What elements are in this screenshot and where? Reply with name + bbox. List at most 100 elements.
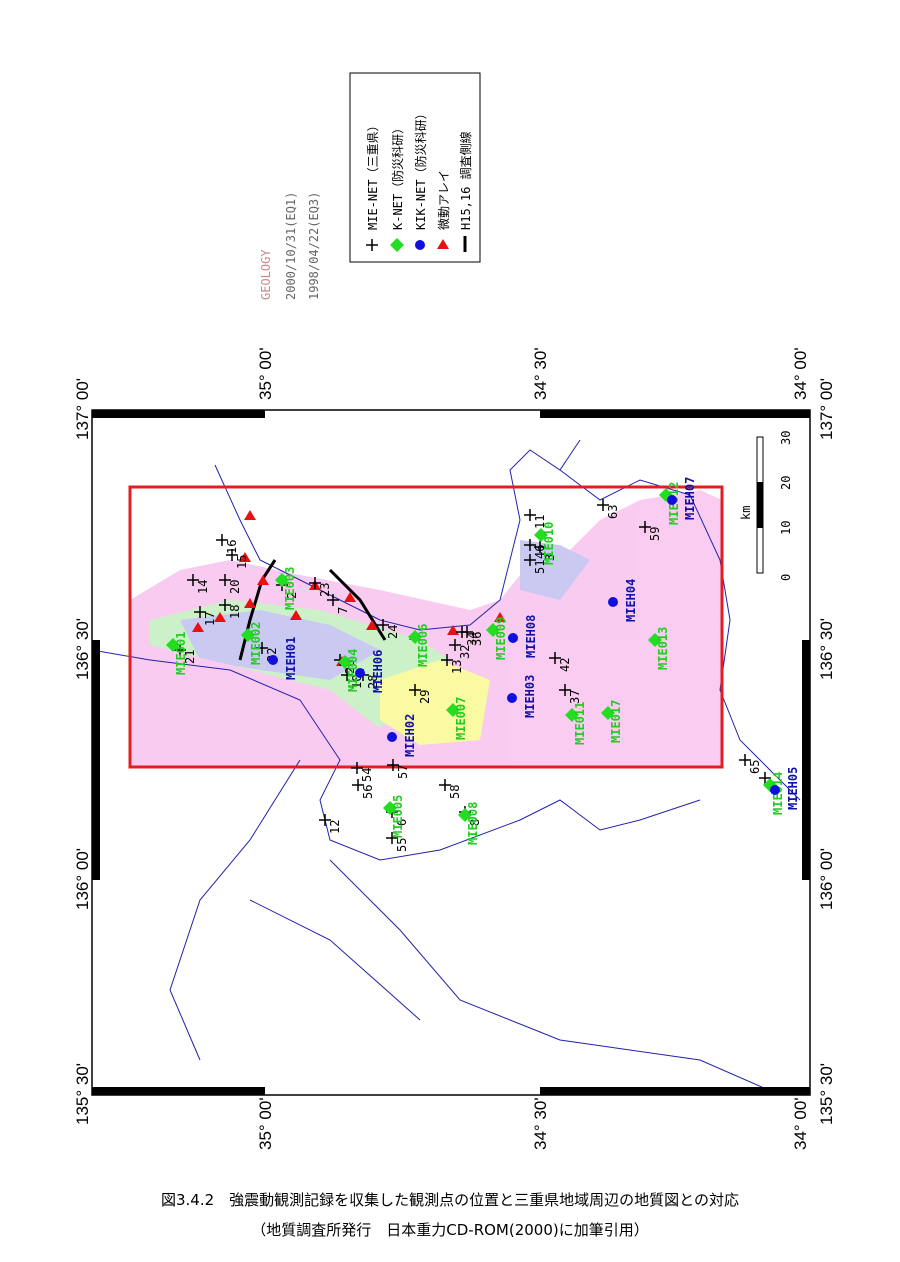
- station-label: MIE006: [416, 624, 430, 667]
- latitude-label: 34° 00': [791, 1097, 810, 1150]
- longitude-label: 136° 30': [817, 618, 836, 680]
- station-label: MIE003: [283, 567, 297, 610]
- station-label: 10: [350, 675, 364, 689]
- station-label: 13: [450, 660, 464, 674]
- station-label: 29: [418, 690, 432, 704]
- longitude-label: 135° 30': [73, 1063, 92, 1125]
- legend-label: MIE-NET（三重県）: [366, 119, 380, 230]
- station-label: 42: [558, 658, 572, 672]
- longitude-label: 136° 30': [73, 618, 92, 680]
- station-label: MIE001: [174, 632, 188, 675]
- station-label: 57: [396, 765, 410, 779]
- mie-net-station: [524, 539, 536, 551]
- kik-net-station: [508, 633, 518, 643]
- station-label: MIE011: [573, 702, 587, 745]
- station-label: 65: [748, 760, 762, 774]
- mie-net-station: [387, 759, 399, 771]
- station-label: MIEH07: [683, 477, 697, 520]
- caption: 図3.4.2 強震動観測記録を収集した観測点の位置と三重県地域周辺の地質図との対…: [161, 1191, 739, 1209]
- mie-net-station: [739, 754, 751, 766]
- k-net-station: [486, 623, 500, 637]
- mie-net-station: [327, 594, 339, 606]
- mie-net-station: [559, 684, 571, 696]
- legend: [349, 72, 481, 263]
- scale-tick: 0: [779, 574, 793, 581]
- scale-tick: 30: [779, 431, 793, 445]
- mie-net-station: [351, 762, 363, 774]
- station-label: 21: [183, 650, 197, 664]
- station-label: MIE013: [656, 627, 670, 670]
- station-label: MIEH08: [524, 615, 538, 658]
- mie-net-station: [549, 652, 561, 664]
- kik-net-station: [507, 693, 517, 703]
- station-label: MIEH01: [284, 637, 298, 680]
- k-net-station: [446, 703, 460, 717]
- mie-net-station: [226, 549, 238, 561]
- longitude-label: 136° 00': [73, 848, 92, 910]
- mie-net-station: [639, 521, 651, 533]
- station-label: MIE002: [249, 622, 263, 665]
- station-label: MIEH03: [523, 675, 537, 718]
- mie-net-station: [449, 639, 461, 651]
- station-label: 7: [336, 607, 350, 614]
- kik-net-station: [387, 732, 397, 742]
- mie-net-station: [461, 626, 473, 638]
- station-label: 11: [533, 515, 547, 529]
- longitude-label: 137° 00': [73, 378, 92, 440]
- geology: [130, 490, 722, 767]
- station-label: MIE017: [609, 700, 623, 743]
- kik-net-station: [355, 668, 365, 678]
- station-label: 54: [360, 768, 374, 782]
- k-net-station: [383, 801, 397, 815]
- station-label: MIE010: [542, 522, 556, 565]
- station-label: 32: [458, 645, 472, 659]
- k-net-station: [648, 633, 662, 647]
- mie-net-station: [524, 509, 536, 521]
- mie-net-station: [194, 606, 206, 618]
- mie-net-station: [319, 814, 331, 826]
- station-label: 59: [648, 527, 662, 541]
- latitude-label: 35° 00': [256, 1097, 275, 1150]
- station-label: 6: [395, 819, 409, 826]
- mie-net-station: [256, 642, 268, 654]
- mie-net-station: [352, 779, 364, 791]
- coastlines: [91, 439, 801, 1096]
- scale-tick: 10: [779, 521, 793, 535]
- station-label: MIE004: [346, 649, 360, 692]
- k-net-station: [241, 628, 255, 642]
- mie-net-station: [534, 541, 546, 553]
- kik-net-station: [667, 495, 677, 505]
- station-label: 16: [225, 540, 239, 554]
- station-label: 63: [606, 505, 620, 519]
- station-label: 18: [228, 605, 242, 619]
- station-label: 56: [361, 785, 375, 799]
- latitude-label: 35° 00': [256, 347, 275, 400]
- station-label: 36: [470, 632, 484, 646]
- station-label: 12: [328, 820, 342, 834]
- legend-label: 微動アレイ: [437, 170, 451, 230]
- mie-net-station: [439, 779, 451, 791]
- kik-net-station: [770, 785, 780, 795]
- mie-net-station: [386, 832, 398, 844]
- station-label: 23: [318, 583, 332, 597]
- labels: GEOLOGY 2000/10/31(EQ1) 1998/04/22(EQ3) MIE…: [73, 107, 836, 1239]
- mie-net-station: [187, 574, 199, 586]
- map-frame: [91, 409, 811, 1096]
- station-label: 14: [196, 580, 210, 594]
- mie-net-station: [597, 499, 609, 511]
- k-net-station: [338, 655, 352, 669]
- mie-net-station: [174, 644, 186, 656]
- latitude-label: 34° 30': [531, 1097, 550, 1150]
- legend-label: KIK-NET（防災科研）: [413, 107, 428, 230]
- station-label: 15: [235, 555, 249, 569]
- mie-net-station: [759, 772, 771, 784]
- station-label: MIEH04: [624, 579, 638, 622]
- k-net-station: [458, 808, 472, 822]
- station-label: 58: [448, 785, 462, 799]
- k-net-station: [166, 638, 180, 652]
- legend-label: K-NET（防災科研）: [390, 122, 405, 230]
- mie-net-station: [524, 554, 536, 566]
- station-label: 2: [285, 592, 299, 599]
- station-label: MIEH05: [786, 767, 800, 810]
